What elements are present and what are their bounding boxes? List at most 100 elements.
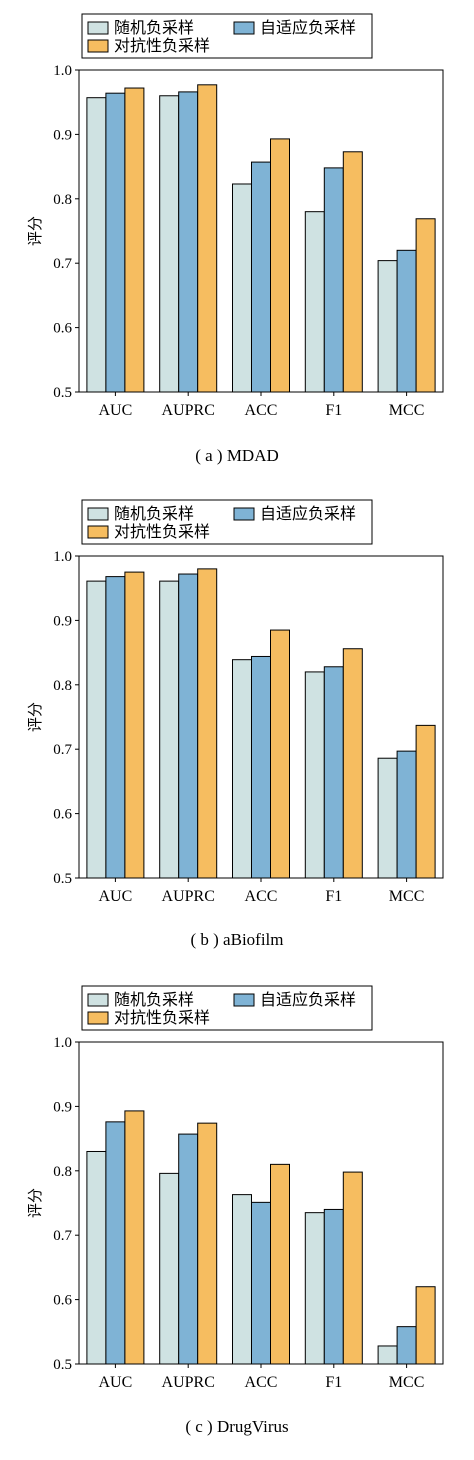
bar-mcc-series-2: [396, 249, 417, 393]
y-tick-label: 0.6: [53, 1293, 72, 1309]
bar-auc-series-2: [105, 92, 126, 393]
x-tick-label: F1: [325, 1374, 342, 1391]
bar-acc-series-2: [251, 655, 271, 879]
chart-panel-b: AUC AUPRC ACC F1 MCC 0.5 0.6 0.7 0.8 0.9 1.0 评分 随机负采…: [0, 486, 474, 972]
bar-auprc-series-3: [197, 1122, 218, 1365]
bar-mcc-series-3: [415, 218, 436, 393]
bar-auprc-series-1: [159, 580, 180, 879]
bar-chart-b: AUC AUPRC ACC F1 MCC 0.5 0.6 0.7 0.8 0.9 1.0 评分 随机负采…: [26, 499, 444, 905]
y-tick-label: 0.5: [53, 1357, 72, 1373]
bar-acc-series-1: [232, 183, 252, 393]
bar-auprc-series-3: [197, 568, 218, 879]
x-tick-label: ACC: [245, 1374, 278, 1391]
bar-f1-series-2: [323, 1208, 344, 1365]
legend-box: [81, 985, 373, 1031]
bar-f1-series-3: [342, 1171, 363, 1365]
legend-label: 随机负采样: [114, 504, 194, 523]
bar-acc-series-1: [232, 1194, 252, 1365]
bar-auc-series-3: [124, 87, 145, 393]
x-tick-label: AUC: [99, 1374, 133, 1391]
bar-f1-series-2: [323, 666, 344, 879]
x-tick-label: AUPRC: [162, 888, 215, 905]
x-tick-label: F1: [325, 402, 342, 419]
y-tick-label: 0.6: [53, 321, 72, 337]
bar-f1-series-1: [304, 671, 325, 879]
x-tick-label: MCC: [389, 1374, 425, 1391]
x-tick-label: F1: [325, 888, 342, 905]
y-axis-label: 评分: [26, 216, 44, 246]
bar-f1-series-1: [304, 1212, 325, 1365]
legend-swatch: [87, 993, 109, 1007]
bar-mcc-series-2: [396, 750, 417, 879]
legend-label: 随机负采样: [114, 18, 194, 37]
bar-auc-series-3: [124, 1110, 145, 1365]
legend-swatch: [87, 525, 109, 539]
bar-f1-series-3: [342, 151, 363, 393]
bar-auprc-series-3: [197, 84, 218, 393]
bar-chart-c: AUC AUPRC ACC F1 MCC 0.5 0.6 0.7 0.8 0.9 1.0 评分 随机负采…: [26, 985, 444, 1391]
legend-swatch: [233, 21, 255, 35]
bar-auprc-series-2: [178, 573, 199, 879]
bar-mcc-series-1: [377, 757, 398, 879]
bar-auc-series-2: [105, 1121, 126, 1365]
y-tick-label: 1.0: [53, 1035, 72, 1051]
bar-auprc-series-1: [159, 95, 180, 393]
bar-auprc-series-2: [178, 91, 199, 393]
plot-frame: [78, 1041, 444, 1365]
legend-label: 随机负采样: [114, 990, 194, 1009]
bar-auc-series-1: [86, 1150, 107, 1365]
x-tick-label: AUPRC: [162, 402, 215, 419]
legend-box: [81, 499, 373, 545]
y-tick-label: 0.9: [53, 613, 72, 629]
caption-a: ( a ) MDAD: [195, 446, 279, 465]
x-tick-label: MCC: [389, 402, 425, 419]
x-tick-label: AUC: [99, 888, 133, 905]
y-tick-label: 0.9: [53, 127, 72, 143]
bar-acc-series-1: [232, 659, 252, 879]
bar-mcc-series-1: [377, 1345, 398, 1365]
x-tick-label: MCC: [389, 888, 425, 905]
bar-auc-series-1: [86, 97, 107, 393]
bar-auc-series-3: [124, 571, 145, 879]
x-tick-label: ACC: [245, 888, 278, 905]
legend-swatch: [87, 1011, 109, 1025]
bar-acc-series-3: [270, 138, 290, 393]
legend-swatch: [233, 507, 255, 521]
chart-panel-a: AUC AUPRC ACC F1 MCC 0.5 0.6 0.7 0.8 0.9 1.0 评分 随机负采…: [0, 0, 474, 486]
y-tick-label: 0.5: [53, 385, 72, 401]
legend-swatch: [87, 507, 109, 521]
legend-swatch: [87, 21, 109, 35]
bar-mcc-series-3: [415, 724, 436, 879]
legend-label: 对抗性负采样: [114, 36, 210, 55]
y-tick-label: 0.6: [53, 807, 72, 823]
legend-label: 自适应负采样: [260, 18, 356, 37]
bar-mcc-series-1: [377, 260, 398, 393]
bar-auprc-series-2: [178, 1133, 199, 1365]
y-tick-label: 1.0: [53, 63, 72, 79]
bar-auc-series-1: [86, 580, 107, 879]
bar-mcc-series-2: [396, 1326, 417, 1365]
bar-f1-series-2: [323, 167, 344, 393]
x-tick-label: ACC: [245, 402, 278, 419]
bar-chart-a: AUC AUPRC ACC F1 MCC 0.5 0.6 0.7 0.8 0.9 1.0 评分 随机负采…: [26, 13, 444, 419]
legend-swatch: [233, 993, 255, 1007]
bar-f1-series-1: [304, 211, 325, 393]
x-tick-label: AUC: [99, 402, 133, 419]
chart-panel-c: AUC AUPRC ACC F1 MCC 0.5 0.6 0.7 0.8 0.9 1.0 评分 随机负采…: [0, 972, 474, 1458]
caption-c: ( c ) DrugVirus: [185, 1417, 289, 1436]
bar-f1-series-3: [342, 648, 363, 879]
y-tick-label: 0.8: [53, 1164, 72, 1180]
bar-auc-series-2: [105, 576, 126, 879]
y-tick-label: 0.8: [53, 192, 72, 208]
bar-acc-series-2: [251, 161, 271, 393]
bar-acc-series-2: [251, 1201, 271, 1365]
plot-frame: [78, 555, 444, 879]
bar-acc-series-3: [270, 1163, 290, 1365]
y-tick-label: 0.5: [53, 871, 72, 887]
y-tick-label: 0.7: [53, 742, 72, 758]
x-tick-label: AUPRC: [162, 1374, 215, 1391]
y-tick-label: 1.0: [53, 549, 72, 565]
